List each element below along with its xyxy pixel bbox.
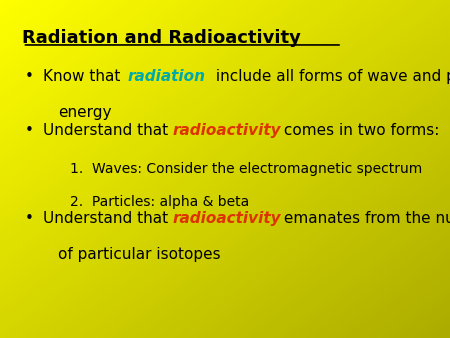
Text: Understand that: Understand that <box>43 211 173 226</box>
Text: Understand that: Understand that <box>43 123 173 138</box>
Text: 1.  Waves: Consider the electromagnetic spectrum: 1. Waves: Consider the electromagnetic s… <box>70 162 422 176</box>
Text: Radiation and Radioactivity: Radiation and Radioactivity <box>22 29 302 47</box>
Text: energy: energy <box>58 105 112 120</box>
Text: of particular isotopes: of particular isotopes <box>58 247 221 262</box>
Text: radioactivity: radioactivity <box>172 123 281 138</box>
Text: 2.  Particles: alpha & beta: 2. Particles: alpha & beta <box>70 195 249 209</box>
Text: include all forms of wave and particle: include all forms of wave and particle <box>211 69 450 84</box>
Text: comes in two forms:: comes in two forms: <box>279 123 440 138</box>
Text: •: • <box>25 123 34 138</box>
Text: •: • <box>25 69 34 84</box>
Text: emanates from the nucleus: emanates from the nucleus <box>279 211 450 226</box>
Text: •: • <box>25 211 34 226</box>
Text: radiation: radiation <box>127 69 205 84</box>
Text: radioactivity: radioactivity <box>172 211 281 226</box>
Text: Know that: Know that <box>43 69 125 84</box>
